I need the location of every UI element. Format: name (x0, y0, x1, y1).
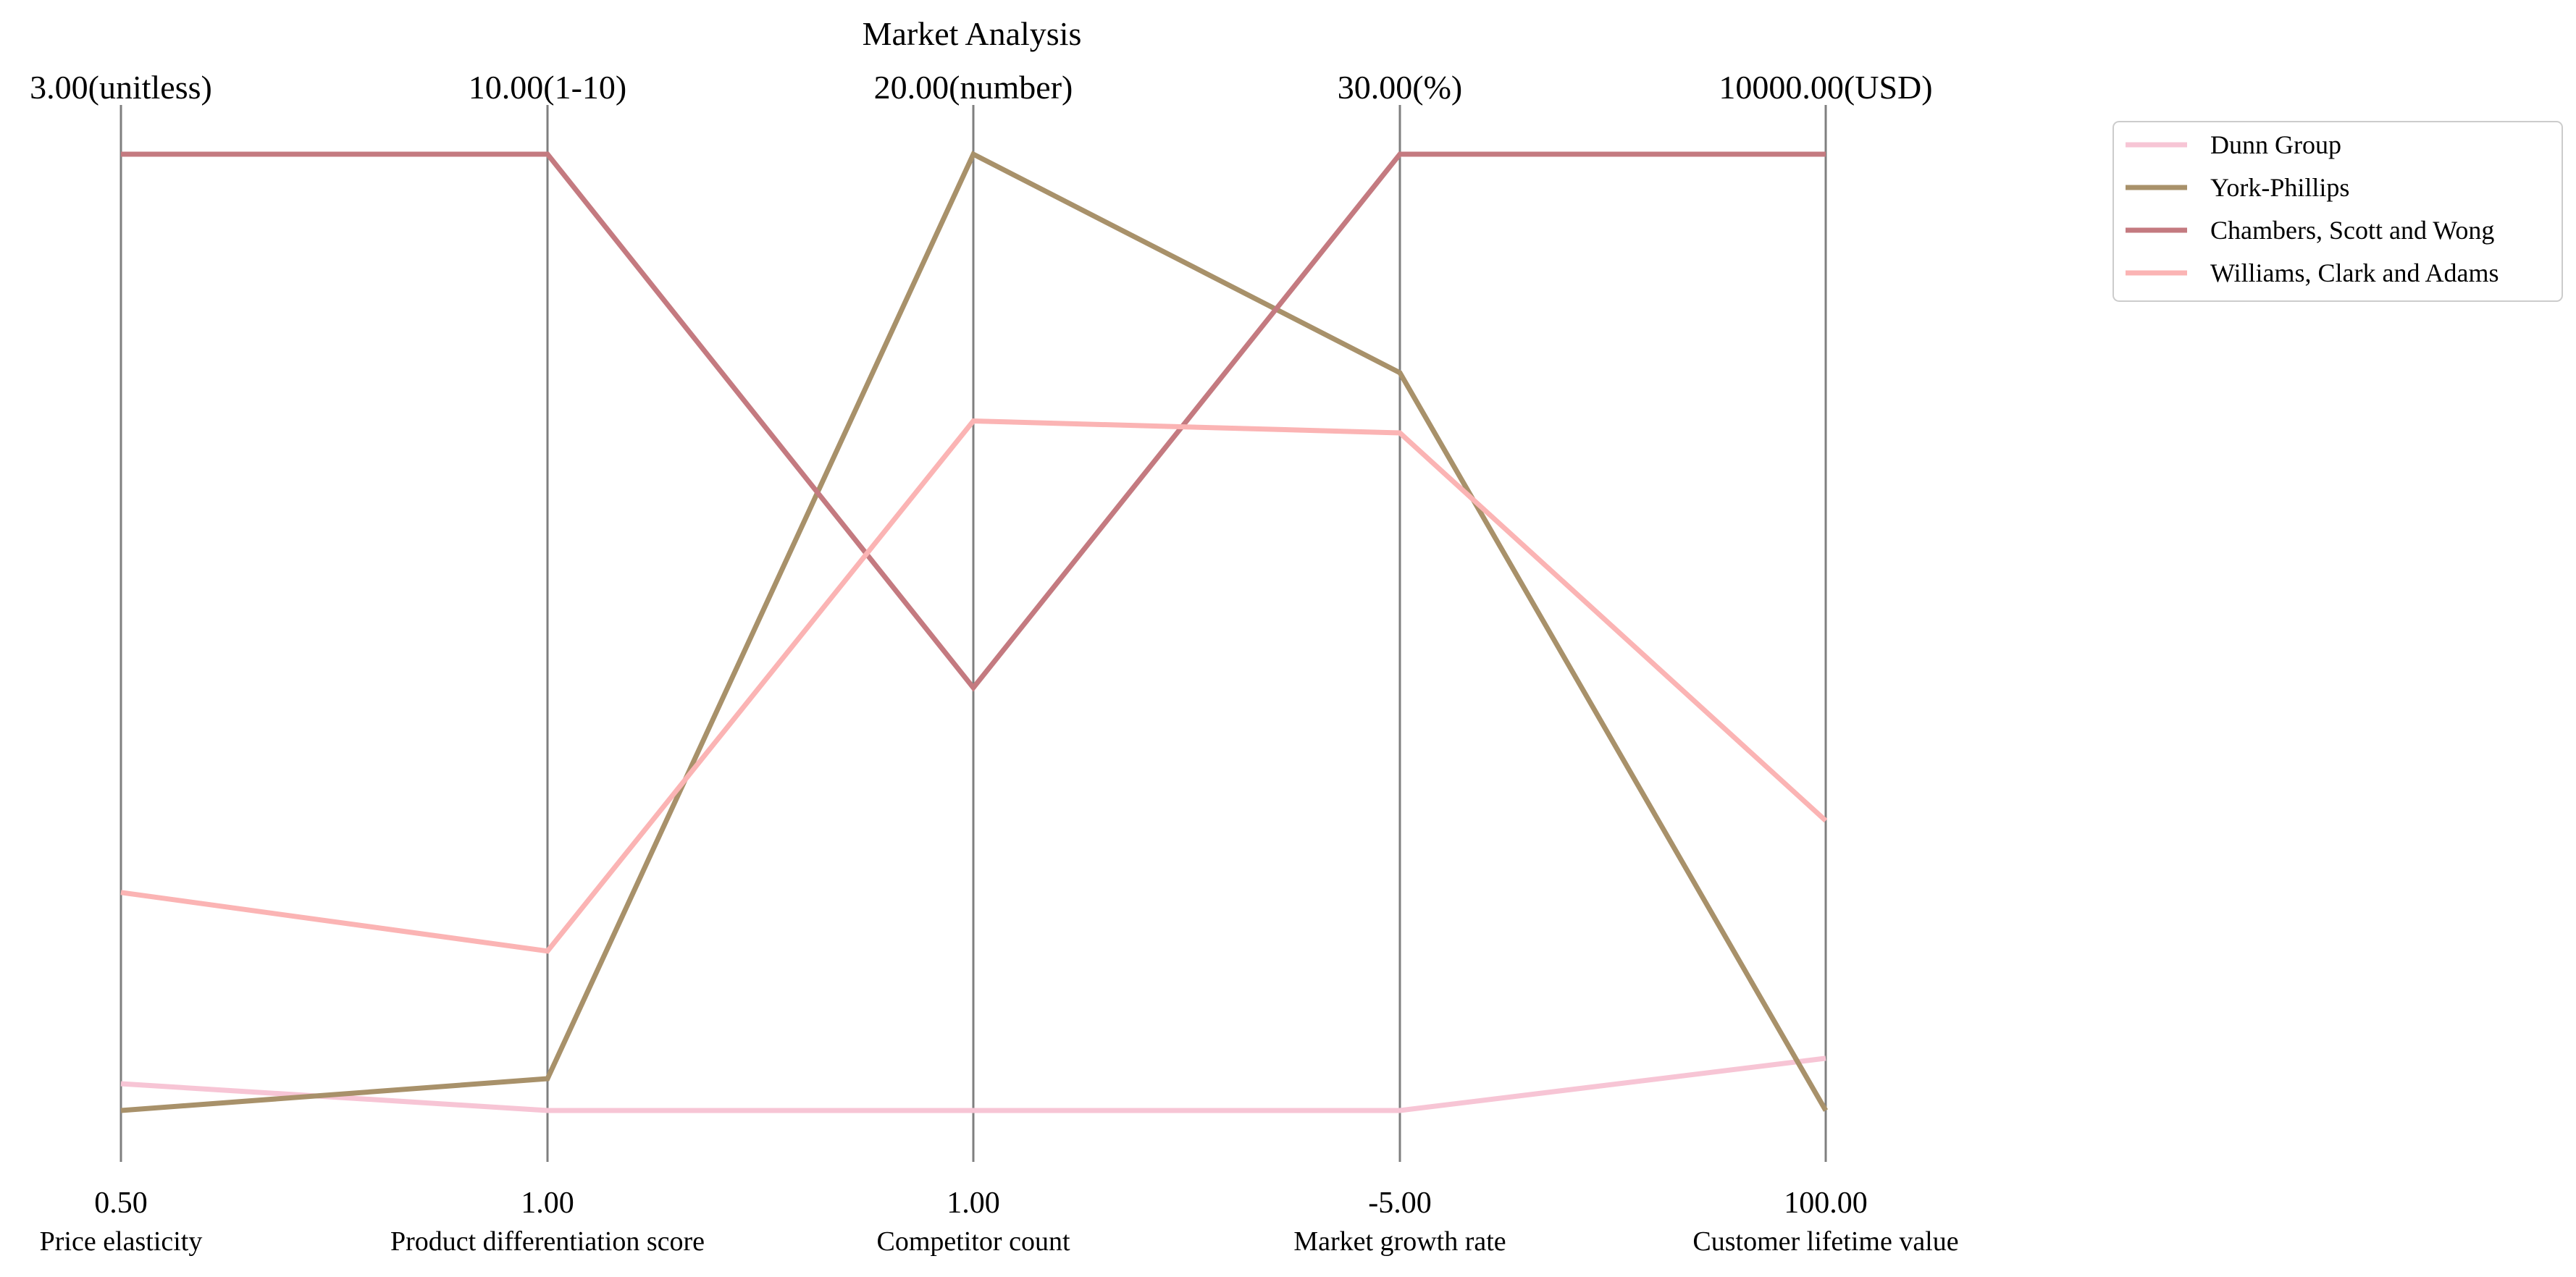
series-line (120, 418, 1828, 954)
axis-max-tick-label: 3.00(unitless) (30, 69, 212, 106)
axis-label: Market growth rate (1293, 1226, 1506, 1257)
axis-max-tick-label: 30.00(%) (1338, 69, 1462, 106)
axis-max-tick-label: 10000.00(USD) (1719, 69, 1932, 106)
legend-frame (2113, 121, 2563, 302)
series-line (121, 151, 1826, 692)
legend-label: Dunn Group (2210, 130, 2341, 159)
axis-min-tick-label: 1.00 (521, 1187, 574, 1220)
axes: 3.00(unitless) 0.50 Price elasticity 10.00(… (30, 69, 1958, 1257)
axis-label: Price elasticity (40, 1226, 203, 1257)
legend-label: Chambers, Scott and Wong (2210, 216, 2494, 245)
legend-label: York-Phillips (2210, 173, 2349, 202)
series-line (120, 151, 1829, 1113)
axis-label: Customer lifetime value (1692, 1226, 1958, 1257)
series-lines (120, 151, 1829, 1113)
axis-label: Product differentiation score (390, 1226, 705, 1257)
axis-min-tick-label: -5.00 (1368, 1187, 1432, 1220)
chart-title: Market Analysis (863, 15, 1082, 52)
legend: Dunn Group York-Phillips Chambers, Scott a… (2113, 121, 2563, 302)
axis-max-tick-label: 10.00(1-10) (469, 69, 626, 106)
axis-max-tick-label: 20.00(number) (874, 69, 1073, 106)
axis-label: Competitor count (876, 1226, 1070, 1257)
axis-min-tick-label: 1.00 (947, 1187, 1000, 1220)
series-line (120, 1055, 1826, 1113)
legend-label: Williams, Clark and Adams (2210, 258, 2499, 287)
axis-min-tick-label: 100.00 (1784, 1187, 1868, 1220)
axis-min-tick-label: 0.50 (94, 1187, 148, 1220)
